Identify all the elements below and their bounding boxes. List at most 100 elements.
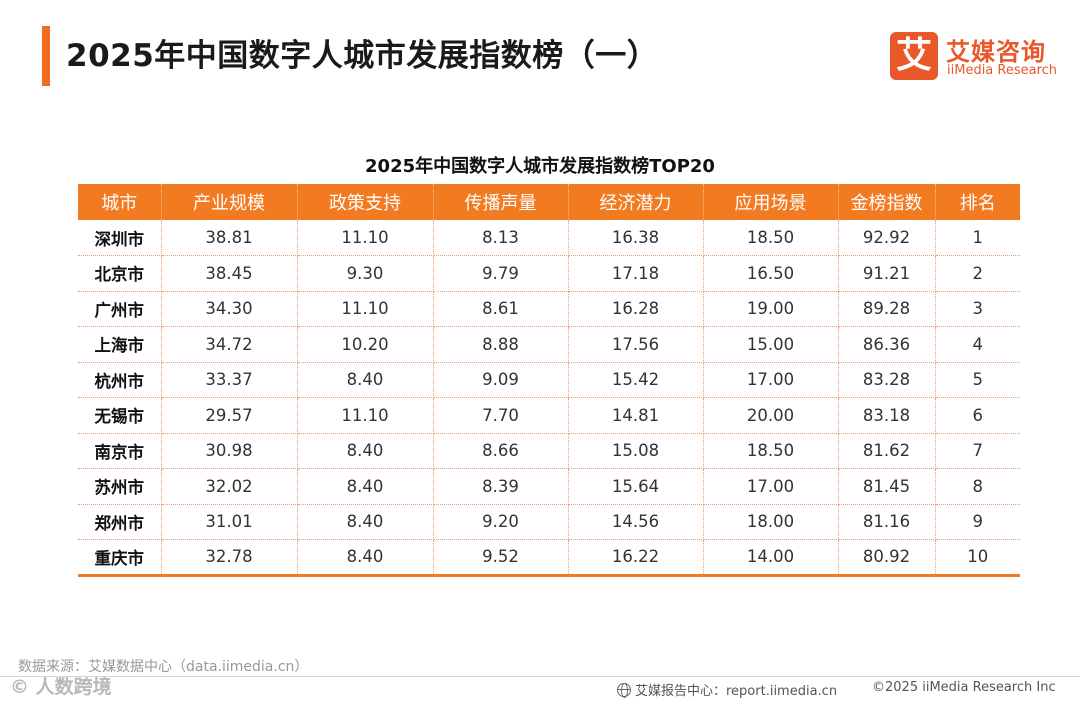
value-cell: 83.28 <box>838 362 936 398</box>
value-cell: 19.00 <box>703 291 839 327</box>
value-cell: 11.10 <box>297 397 434 434</box>
value-cell: 9.30 <box>297 255 434 292</box>
city-cell: 苏州市 <box>78 468 162 505</box>
value-cell: 14.56 <box>568 504 704 540</box>
col-header-economic-potential: 经济潜力 <box>568 184 704 220</box>
table-row: 重庆市 32.78 8.40 9.52 16.22 14.00 80.92 10 <box>78 539 1020 577</box>
table-row: 南京市 30.98 8.40 8.66 15.08 18.50 81.62 7 <box>78 433 1020 469</box>
table-caption: 2025年中国数字人城市发展指数榜TOP20 <box>365 156 715 177</box>
table-row: 广州市 34.30 11.10 8.61 16.28 19.00 89.28 3 <box>78 291 1020 327</box>
rank-cell: 4 <box>935 326 1020 363</box>
page-title: 2025年中国数字人城市发展指数榜（一） <box>66 38 659 74</box>
globe-icon <box>617 682 631 698</box>
value-cell: 14.81 <box>568 397 704 434</box>
rank-cell: 3 <box>935 291 1020 327</box>
value-cell: 16.28 <box>568 291 704 327</box>
logo-name-cn: 艾媒咨询 <box>946 38 1046 66</box>
value-cell: 16.38 <box>568 220 704 256</box>
value-cell: 11.10 <box>297 220 434 256</box>
city-cell: 南京市 <box>78 433 162 469</box>
city-cell: 北京市 <box>78 255 162 292</box>
title-accent-bar <box>42 26 50 86</box>
value-cell: 16.50 <box>703 255 839 292</box>
value-cell: 17.18 <box>568 255 704 292</box>
value-cell: 9.79 <box>433 255 569 292</box>
value-cell: 20.00 <box>703 397 839 434</box>
value-cell: 11.10 <box>297 291 434 327</box>
footer-copyright: ©2025 iiMedia Research Inc <box>872 680 1056 695</box>
col-header-city: 城市 <box>78 184 162 220</box>
value-cell: 8.40 <box>297 539 434 577</box>
logo-glyph: 艾 <box>895 35 932 76</box>
rank-cell: 5 <box>935 362 1020 398</box>
value-cell: 29.57 <box>161 397 298 434</box>
value-cell: 15.00 <box>703 326 839 363</box>
value-cell: 18.50 <box>703 220 839 256</box>
value-cell: 30.98 <box>161 433 298 469</box>
value-cell: 81.16 <box>838 504 936 540</box>
value-cell: 83.18 <box>838 397 936 434</box>
value-cell: 17.56 <box>568 326 704 363</box>
value-cell: 32.02 <box>161 468 298 505</box>
rank-cell: 2 <box>935 255 1020 292</box>
footer-report-center: 艾媒报告中心：report.iimedia.cn <box>617 680 837 699</box>
city-cell: 广州市 <box>78 291 162 327</box>
value-cell: 8.40 <box>297 504 434 540</box>
value-cell: 86.36 <box>838 326 936 363</box>
city-cell: 上海市 <box>78 326 162 363</box>
table-row: 苏州市 32.02 8.40 8.39 15.64 17.00 81.45 8 <box>78 468 1020 505</box>
value-cell: 14.00 <box>703 539 839 577</box>
table-row: 深圳市 38.81 11.10 8.13 16.38 18.50 92.92 1 <box>78 220 1020 256</box>
iimedia-logo: 艾 艾媒咨询 iiMedia Research <box>890 32 1060 82</box>
value-cell: 15.42 <box>568 362 704 398</box>
value-cell: 7.70 <box>433 397 569 434</box>
value-cell: 18.00 <box>703 504 839 540</box>
value-cell: 31.01 <box>161 504 298 540</box>
value-cell: 17.00 <box>703 362 839 398</box>
table-row: 杭州市 33.37 8.40 9.09 15.42 17.00 83.28 5 <box>78 362 1020 398</box>
city-cell: 重庆市 <box>78 539 162 577</box>
footer-report-text: 艾媒报告中心：report.iimedia.cn <box>635 684 838 699</box>
value-cell: 8.39 <box>433 468 569 505</box>
value-cell: 8.88 <box>433 326 569 363</box>
value-cell: 9.52 <box>433 539 569 577</box>
value-cell: 15.64 <box>568 468 704 505</box>
value-cell: 38.81 <box>161 220 298 256</box>
value-cell: 18.50 <box>703 433 839 469</box>
value-cell: 8.40 <box>297 433 434 469</box>
value-cell: 10.20 <box>297 326 434 363</box>
value-cell: 34.72 <box>161 326 298 363</box>
value-cell: 91.21 <box>838 255 936 292</box>
table-row: 无锡市 29.57 11.10 7.70 14.81 20.00 83.18 6 <box>78 397 1020 434</box>
value-cell: 8.66 <box>433 433 569 469</box>
col-header-index: 金榜指数 <box>838 184 936 220</box>
rank-cell: 10 <box>935 539 1020 577</box>
city-cell: 无锡市 <box>78 397 162 434</box>
value-cell: 38.45 <box>161 255 298 292</box>
value-cell: 81.45 <box>838 468 936 505</box>
value-cell: 9.09 <box>433 362 569 398</box>
value-cell: 8.40 <box>297 362 434 398</box>
table-body: 深圳市 38.81 11.10 8.13 16.38 18.50 92.92 1 北京市 38.4… <box>78 220 1020 577</box>
col-header-application-scenarios: 应用场景 <box>703 184 839 220</box>
value-cell: 32.78 <box>161 539 298 577</box>
table-row: 北京市 38.45 9.30 9.79 17.18 16.50 91.21 2 <box>78 255 1020 292</box>
value-cell: 34.30 <box>161 291 298 327</box>
city-cell: 郑州市 <box>78 504 162 540</box>
col-header-industry-scale: 产业规模 <box>161 184 298 220</box>
rank-cell: 8 <box>935 468 1020 505</box>
rank-cell: 1 <box>935 220 1020 256</box>
value-cell: 9.20 <box>433 504 569 540</box>
value-cell: 8.40 <box>297 468 434 505</box>
footer-divider <box>0 676 1080 677</box>
watermark: © 人数跨境 <box>10 676 112 698</box>
logo-mark-icon: 艾 <box>890 32 938 80</box>
rank-cell: 6 <box>935 397 1020 434</box>
value-cell: 81.62 <box>838 433 936 469</box>
col-header-rank: 排名 <box>935 184 1020 220</box>
rank-cell: 7 <box>935 433 1020 469</box>
value-cell: 8.13 <box>433 220 569 256</box>
data-source-note: 数据来源：艾媒数据中心（data.iimedia.cn） <box>18 659 309 675</box>
col-header-policy-support: 政策支持 <box>297 184 434 220</box>
value-cell: 80.92 <box>838 539 936 577</box>
